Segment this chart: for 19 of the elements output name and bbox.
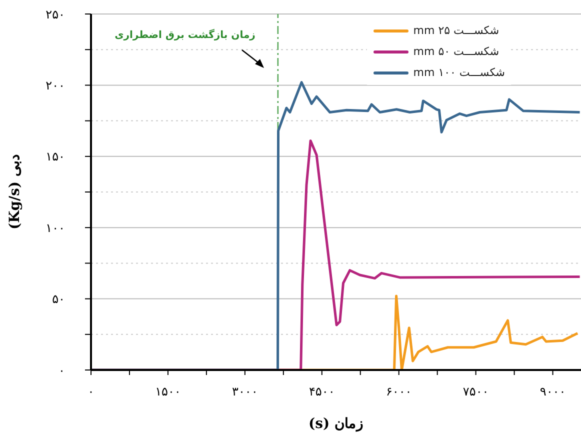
x-tick-label: ۶۰۰۰ [386, 384, 412, 399]
x-tick-label: ۹۰۰۰ [540, 384, 566, 399]
x-tick-label: ۴۵۰۰ [309, 384, 335, 399]
y-tick-label: ۱۰۰ [46, 220, 65, 235]
x-tick-label: ۰ [88, 384, 94, 399]
x-tick-label: ۷۵۰۰ [462, 384, 489, 399]
x-tick-label: ۳۰۰۰ [232, 384, 258, 399]
y-tick-label: ۵۰ [52, 292, 65, 306]
annotation: زمان بازگشت برق اضطراری [114, 30, 256, 41]
x-axis-title: زمان (s) [308, 416, 364, 432]
y-tick-label: ۲۰۰ [46, 78, 65, 92]
y-tick-label: ۰ [58, 363, 65, 378]
legend-label: شکســـت ۱۰۰ mm [413, 66, 505, 79]
y-tick-label: ۲۵۰ [46, 7, 65, 22]
y-tick-label: ۱۵۰ [46, 150, 65, 164]
y-axis-title: دبی (Kg/s) [6, 154, 23, 230]
legend-label: شکســـت ۲۵ mm [413, 24, 500, 37]
x-tick-label: ۱۵۰۰ [155, 384, 181, 399]
legend-label: شکســـت ۵۰ mm [413, 45, 500, 58]
